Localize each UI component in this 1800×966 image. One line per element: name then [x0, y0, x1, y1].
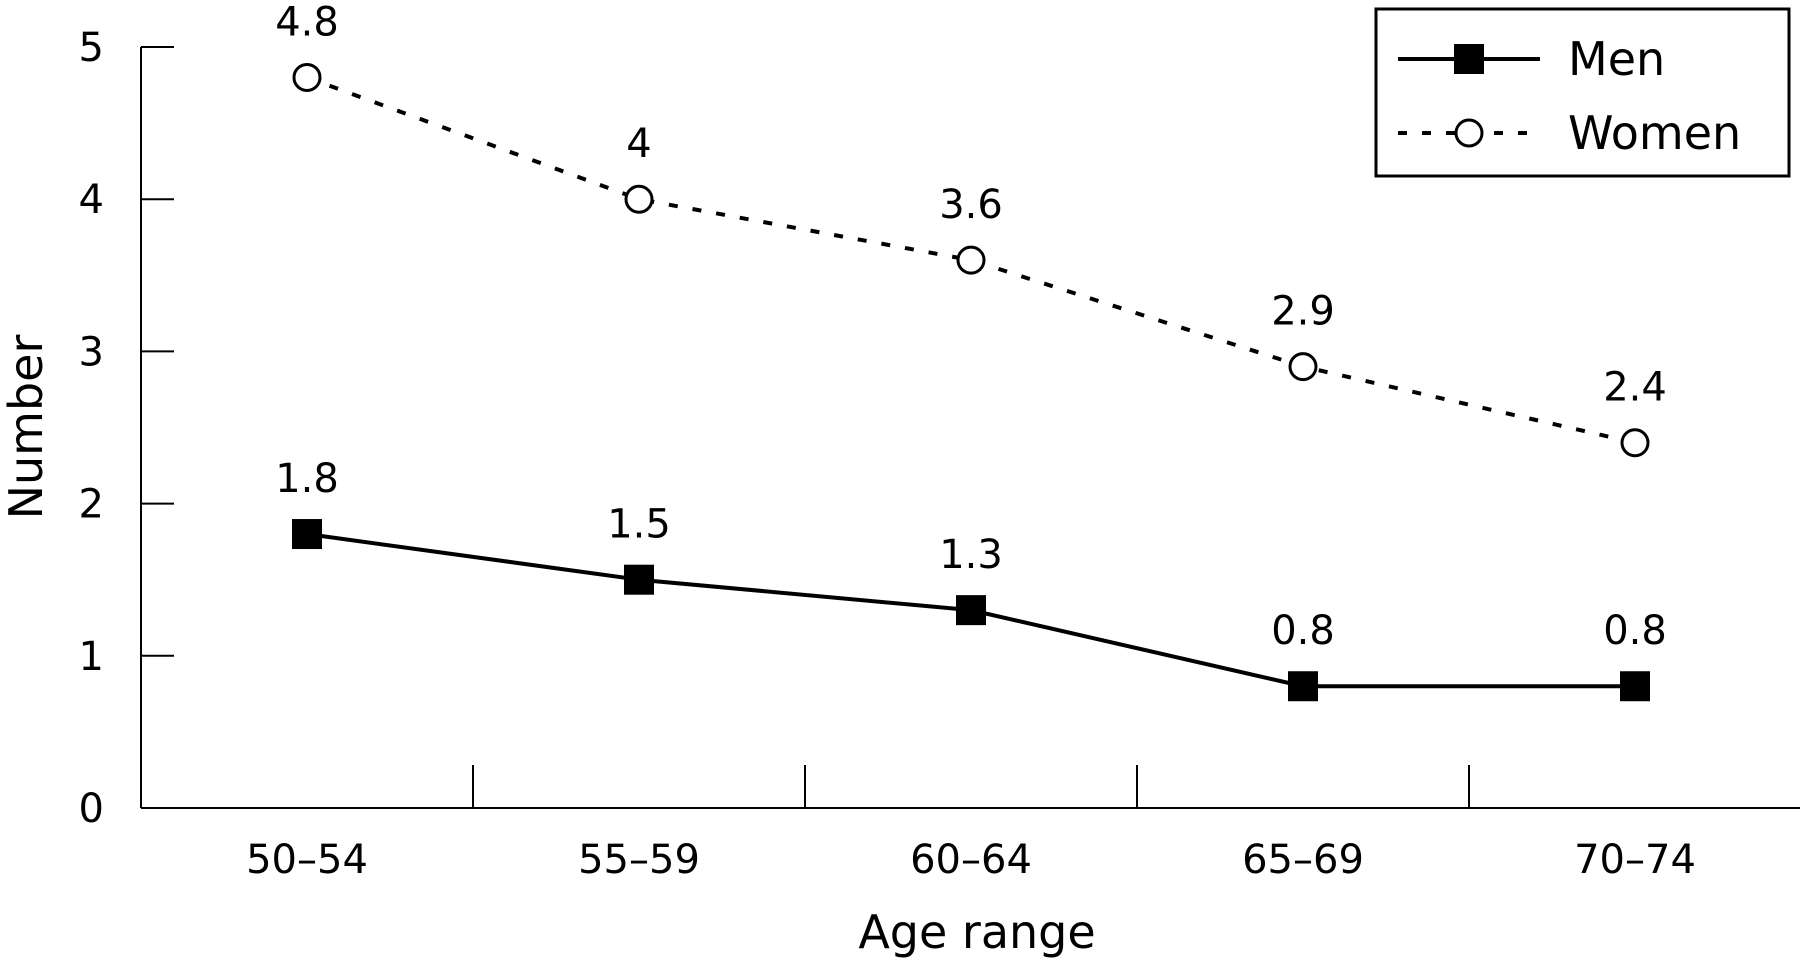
data-label-women: 3.6 — [939, 182, 1003, 228]
data-point-women — [1288, 352, 1318, 382]
y-ticks: 0 1 2 3 4 5 — [79, 25, 174, 832]
legend-box — [1374, 7, 1791, 178]
x-tick-label: 55–59 — [578, 837, 700, 883]
data-point-men — [624, 564, 654, 595]
x-tick-label: 50–54 — [246, 837, 368, 883]
x-tick-labels: 50–54 55–59 60–64 65–69 70–74 — [246, 837, 1696, 883]
data-label-women: 4 — [626, 121, 651, 167]
y-tick-label: 3 — [79, 329, 104, 375]
data-point-women — [624, 184, 654, 214]
legend-marker-men — [1454, 44, 1484, 74]
legend-item-men: Men — [1398, 32, 1665, 86]
series-line-women — [306, 75, 1636, 445]
axes — [140, 47, 1800, 809]
legend-label-men: Men — [1568, 32, 1665, 86]
y-axis-title: Number — [0, 335, 53, 520]
data-point-men — [956, 595, 986, 626]
data-point-men — [1288, 671, 1318, 702]
data-point-women — [1620, 428, 1650, 458]
data-point-women — [956, 245, 986, 275]
data-label-women: 4.8 — [275, 0, 339, 45]
legend-marker-women — [1454, 118, 1484, 148]
legend-item-women: Women — [1398, 106, 1741, 160]
x-axis-title: Age range — [858, 905, 1095, 959]
legend: Men Women — [1374, 7, 1791, 178]
legend-label-women: Women — [1568, 106, 1741, 160]
data-label-women: 2.4 — [1603, 365, 1667, 411]
legend-items: Men Women — [1398, 32, 1741, 160]
data-label-men: 1.3 — [939, 532, 1003, 578]
data-point-women — [292, 62, 322, 92]
x-tick-label: 70–74 — [1574, 837, 1696, 883]
x-tick-label: 60–64 — [910, 837, 1032, 883]
data-label-men: 0.8 — [1603, 608, 1667, 654]
y-tick-label: 4 — [79, 177, 104, 223]
x-tick-label: 65–69 — [1242, 837, 1364, 883]
data-label-men: 1.5 — [607, 502, 671, 548]
data-point-men — [1620, 671, 1650, 702]
series-men: 1.8 1.5 1.3 0.8 0.8 — [275, 456, 1667, 702]
data-label-men: 0.8 — [1271, 608, 1335, 654]
y-tick-label: 0 — [79, 786, 104, 832]
series-women: 4.8 4 3.6 2.9 2.4 — [275, 0, 1667, 458]
y-tick-label: 2 — [79, 482, 104, 528]
data-label-women: 2.9 — [1271, 289, 1335, 335]
x-ticks — [472, 765, 1470, 808]
data-point-men — [292, 519, 322, 550]
y-tick-label: 1 — [79, 634, 104, 680]
y-tick-label: 5 — [79, 25, 104, 71]
series-layer: 1.8 1.5 1.3 0.8 0.8 4.8 4 3.6 2.9 2.4 — [275, 0, 1667, 702]
data-label-men: 1.8 — [275, 456, 339, 502]
